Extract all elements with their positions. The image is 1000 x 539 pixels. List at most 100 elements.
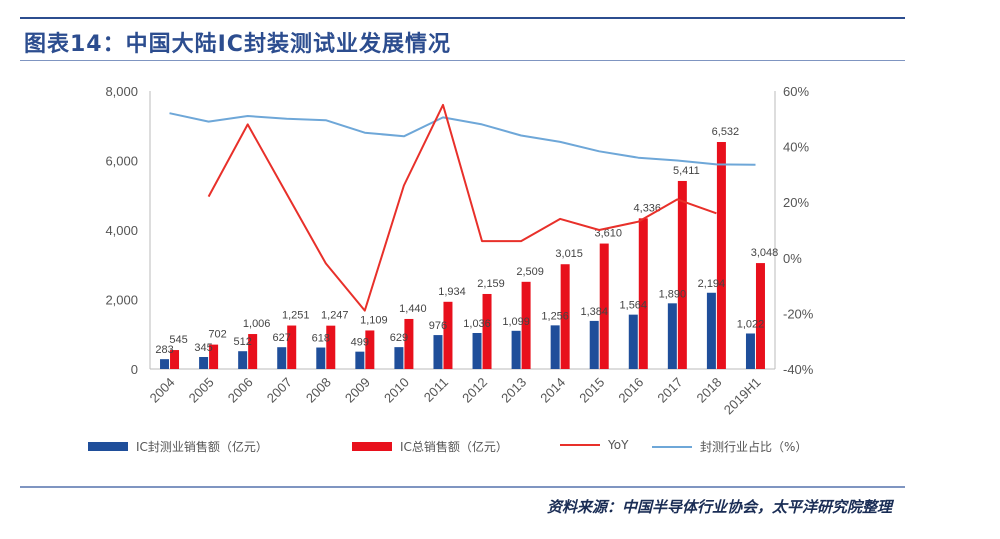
line-yoy bbox=[207, 103, 717, 312]
x-tick-label: 2006 bbox=[225, 375, 256, 406]
data-label-total: 5,411 bbox=[673, 165, 700, 177]
y-right-tick-label: 60% bbox=[783, 84, 809, 99]
legend-label-packaging: IC封测业销售额（亿元） bbox=[136, 440, 268, 454]
y-right-tick-label: 0% bbox=[783, 251, 802, 266]
y-right-tick-label: -20% bbox=[783, 306, 814, 321]
legend-swatch-packaging bbox=[88, 442, 128, 451]
bar-packaging bbox=[433, 335, 443, 369]
x-tick-label: 2018 bbox=[693, 375, 724, 406]
chart-legend: IC封测业销售额（亿元） IC总销售额（亿元） YoY 封测行业占比（%） bbox=[0, 438, 1000, 462]
legend-swatch-share bbox=[652, 445, 692, 448]
bar-packaging bbox=[706, 292, 716, 369]
y-left-tick-label: 0 bbox=[131, 362, 138, 377]
data-label-packaging: 976 bbox=[429, 320, 447, 332]
bar-total bbox=[677, 180, 687, 369]
data-label-total: 545 bbox=[169, 334, 187, 346]
data-label-total: 1,251 bbox=[282, 310, 310, 322]
x-tick-label: 2017 bbox=[654, 375, 685, 406]
bar-total bbox=[560, 264, 570, 369]
data-label-packaging: 345 bbox=[194, 342, 212, 354]
data-label-packaging: 1,384 bbox=[580, 306, 608, 318]
header-top-rule bbox=[20, 17, 905, 19]
bar-packaging bbox=[199, 357, 209, 369]
y-left-tick-label: 2,000 bbox=[105, 293, 138, 308]
data-label-total: 1,006 bbox=[243, 318, 271, 330]
data-label-packaging: 1,890 bbox=[659, 288, 687, 300]
legend-item-share: 封测行业占比（%） bbox=[652, 438, 807, 455]
bar-packaging bbox=[316, 347, 326, 369]
legend-label-total: IC总销售额（亿元） bbox=[400, 440, 508, 454]
x-tick-label: 2005 bbox=[186, 375, 217, 406]
bar-total bbox=[482, 293, 492, 369]
x-tick-label: 2007 bbox=[264, 375, 295, 406]
x-tick-label: 2010 bbox=[381, 375, 412, 406]
y-left-tick-label: 6,000 bbox=[105, 154, 138, 169]
page-title: 图表14：中国大陆IC封装测试业发展情况 bbox=[24, 32, 451, 57]
data-label-total: 1,247 bbox=[321, 310, 349, 322]
x-tick-label: 2009 bbox=[342, 375, 373, 406]
legend-swatch-total bbox=[352, 442, 392, 451]
data-label-packaging: 618 bbox=[312, 333, 330, 345]
bar-packaging bbox=[355, 351, 365, 369]
x-tick-label: 2004 bbox=[147, 375, 178, 406]
bar-total bbox=[404, 318, 414, 369]
bar-total bbox=[365, 330, 375, 369]
x-tick-label: 2008 bbox=[303, 375, 334, 406]
data-label-packaging: 1,022 bbox=[737, 318, 765, 330]
data-label-total: 1,934 bbox=[438, 286, 466, 298]
y-right-tick-label: 20% bbox=[783, 195, 809, 210]
x-tick-label: 2011 bbox=[421, 375, 451, 405]
bar-packaging bbox=[394, 347, 404, 369]
data-label-total: 2,159 bbox=[477, 278, 505, 290]
chart: 0 2,000 4,000 6,000 8,000 -40% -20% 0% 20% 40% 60%… bbox=[105, 84, 814, 418]
data-label-total: 2,509 bbox=[516, 266, 544, 278]
bar-packaging bbox=[628, 314, 638, 369]
bar-total bbox=[716, 142, 726, 369]
y-left-tick-label: 4,000 bbox=[105, 223, 138, 238]
source-note: 资料来源：中国半导体行业协会，太平洋研究院整理 bbox=[546, 498, 892, 516]
bar-total bbox=[521, 281, 531, 369]
data-label-packaging: 512 bbox=[233, 336, 251, 348]
bar-packaging bbox=[745, 333, 755, 369]
bar-packaging bbox=[238, 351, 248, 369]
legend-label-yoy: YoY bbox=[608, 438, 629, 452]
bar-total bbox=[755, 263, 765, 369]
data-label-total: 1,109 bbox=[360, 314, 388, 326]
bar-packaging bbox=[589, 320, 599, 369]
legend-label-share: 封测行业占比（%） bbox=[700, 440, 808, 454]
x-tick-label: 2016 bbox=[615, 375, 646, 406]
data-label-total: 6,532 bbox=[712, 126, 740, 138]
bar-packaging bbox=[511, 330, 521, 369]
data-label-packaging: 1,036 bbox=[463, 318, 491, 330]
line-share bbox=[169, 112, 756, 166]
y-right-tick-label: 40% bbox=[783, 140, 809, 155]
data-label-packaging: 1,256 bbox=[541, 310, 569, 322]
header-bottom-rule bbox=[20, 60, 905, 61]
bar-total bbox=[287, 325, 297, 369]
y-left-tick-label: 8,000 bbox=[105, 84, 138, 99]
footer-rule bbox=[20, 486, 905, 488]
data-label-total: 3,048 bbox=[751, 247, 779, 259]
bar-total bbox=[599, 243, 609, 369]
bar-total bbox=[170, 350, 180, 369]
legend-item-packaging: IC封测业销售额（亿元） bbox=[88, 438, 268, 455]
data-label-packaging: 1,099 bbox=[502, 316, 530, 328]
x-tick-label: 2019H1 bbox=[721, 375, 764, 418]
bar-total bbox=[443, 301, 453, 369]
data-label-packaging: 2,194 bbox=[698, 278, 726, 290]
bar-packaging bbox=[160, 359, 170, 369]
bar-total bbox=[248, 334, 258, 369]
y-right-tick-label: -40% bbox=[783, 362, 814, 377]
data-label-packaging: 627 bbox=[273, 332, 291, 344]
legend-item-yoy: YoY bbox=[560, 438, 628, 452]
bar-packaging bbox=[277, 347, 287, 369]
data-label-packaging: 1,564 bbox=[620, 300, 648, 312]
bar-total bbox=[326, 325, 336, 369]
data-label-total: 1,440 bbox=[399, 303, 427, 315]
legend-item-total: IC总销售额（亿元） bbox=[352, 438, 508, 455]
x-tick-label: 2015 bbox=[576, 375, 607, 406]
legend-swatch-yoy bbox=[560, 444, 600, 446]
data-label-total: 3,015 bbox=[555, 248, 583, 260]
x-tick-label: 2012 bbox=[459, 375, 490, 406]
x-tick-label: 2014 bbox=[537, 375, 568, 406]
